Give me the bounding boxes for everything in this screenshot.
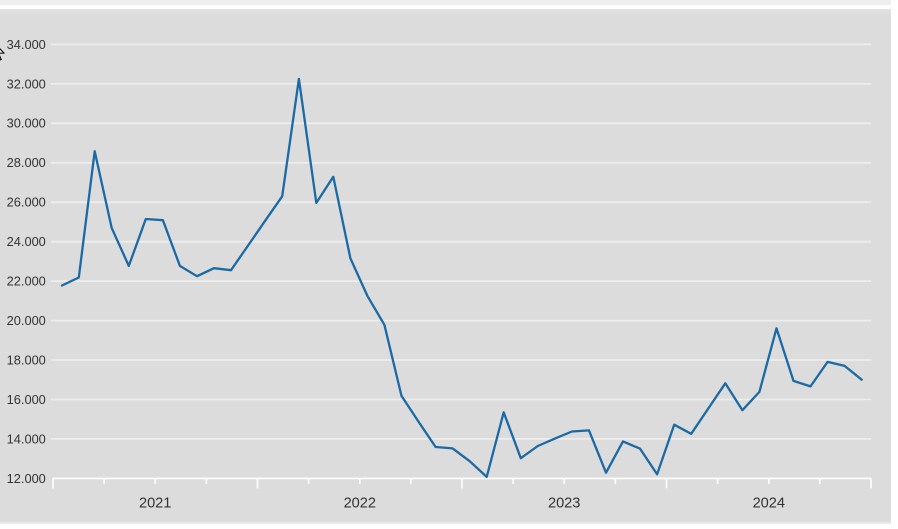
svg-text:2024: 2024 <box>753 495 785 511</box>
svg-text:18.000: 18.000 <box>7 352 46 367</box>
svg-text:2022: 2022 <box>344 495 376 511</box>
svg-text:20.000: 20.000 <box>7 313 46 328</box>
svg-text:34.000: 34.000 <box>7 37 46 52</box>
svg-text:16.000: 16.000 <box>7 392 46 407</box>
svg-text:12.000: 12.000 <box>7 471 46 486</box>
svg-text:30.000: 30.000 <box>7 116 46 131</box>
svg-text:14.000: 14.000 <box>7 431 46 446</box>
svg-text:28.000: 28.000 <box>7 155 46 170</box>
svg-text:24.000: 24.000 <box>7 234 46 249</box>
svg-text:2021: 2021 <box>139 495 171 511</box>
svg-text:26.000: 26.000 <box>7 195 46 210</box>
svg-text:2023: 2023 <box>548 495 580 511</box>
svg-text:22.000: 22.000 <box>7 274 46 289</box>
svg-text:32.000: 32.000 <box>7 76 46 91</box>
